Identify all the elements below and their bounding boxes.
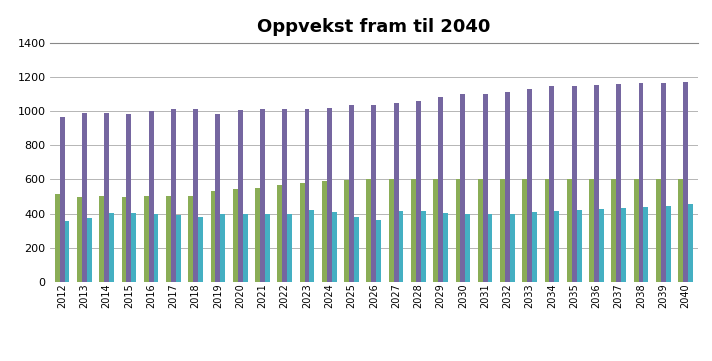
Bar (456, 179, 461, 282)
Bar (327, 108, 332, 282)
Bar (617, 84, 621, 282)
Bar (678, 179, 683, 282)
Bar (198, 217, 203, 282)
Bar (505, 92, 510, 282)
Bar (577, 210, 582, 282)
Bar (193, 109, 198, 282)
Bar (367, 179, 372, 282)
Bar (189, 196, 193, 282)
Bar (688, 204, 693, 282)
Bar (104, 113, 109, 282)
Bar (310, 210, 315, 282)
Bar (171, 109, 176, 282)
Bar (532, 212, 537, 282)
Bar (527, 89, 532, 282)
Bar (545, 179, 550, 282)
Bar (55, 194, 60, 282)
Bar (394, 103, 399, 282)
Bar (265, 214, 270, 282)
Bar (461, 94, 466, 282)
Bar (567, 179, 572, 282)
Bar (523, 179, 527, 282)
Bar (176, 215, 181, 282)
Bar (478, 179, 483, 282)
Bar (599, 209, 604, 282)
Bar (399, 211, 404, 282)
Bar (639, 83, 644, 282)
Bar (87, 218, 92, 282)
Bar (661, 83, 666, 282)
Bar (144, 196, 149, 282)
Bar (300, 183, 305, 282)
Bar (211, 191, 216, 282)
Bar (77, 197, 82, 282)
Bar (621, 208, 626, 282)
Title: Oppvekst fram til 2040: Oppvekst fram til 2040 (257, 18, 491, 36)
Bar (278, 186, 282, 282)
Bar (634, 179, 639, 282)
Bar (260, 109, 265, 282)
Bar (149, 110, 154, 282)
Bar (372, 105, 376, 282)
Bar (376, 220, 381, 282)
Bar (443, 213, 448, 282)
Bar (332, 212, 337, 282)
Bar (282, 109, 287, 282)
Bar (65, 221, 70, 282)
Bar (612, 179, 617, 282)
Bar (438, 97, 443, 282)
Bar (483, 93, 488, 282)
Bar (60, 117, 65, 282)
Bar (411, 179, 416, 282)
Bar (122, 197, 127, 282)
Bar (683, 82, 688, 282)
Bar (109, 213, 114, 282)
Bar (466, 213, 470, 282)
Bar (349, 105, 354, 282)
Bar (589, 179, 594, 282)
Bar (344, 180, 349, 282)
Bar (416, 101, 421, 282)
Bar (594, 85, 599, 282)
Bar (550, 86, 555, 282)
Bar (305, 109, 310, 282)
Bar (221, 214, 225, 282)
Bar (572, 86, 577, 282)
Bar (433, 179, 438, 282)
Bar (555, 211, 559, 282)
Bar (233, 189, 238, 282)
Bar (421, 211, 426, 282)
Bar (354, 217, 359, 282)
Bar (99, 196, 104, 282)
Bar (127, 114, 131, 282)
Bar (322, 181, 327, 282)
Bar (216, 114, 221, 282)
Bar (510, 213, 515, 282)
Bar (154, 213, 159, 282)
Bar (82, 113, 87, 282)
Bar (238, 110, 243, 282)
Bar (287, 213, 292, 282)
Bar (656, 179, 661, 282)
Bar (255, 188, 260, 282)
Bar (644, 207, 649, 282)
Bar (500, 179, 505, 282)
Bar (389, 179, 394, 282)
Bar (243, 214, 248, 282)
Bar (166, 196, 171, 282)
Bar (131, 213, 136, 282)
Bar (666, 206, 671, 282)
Bar (488, 213, 493, 282)
